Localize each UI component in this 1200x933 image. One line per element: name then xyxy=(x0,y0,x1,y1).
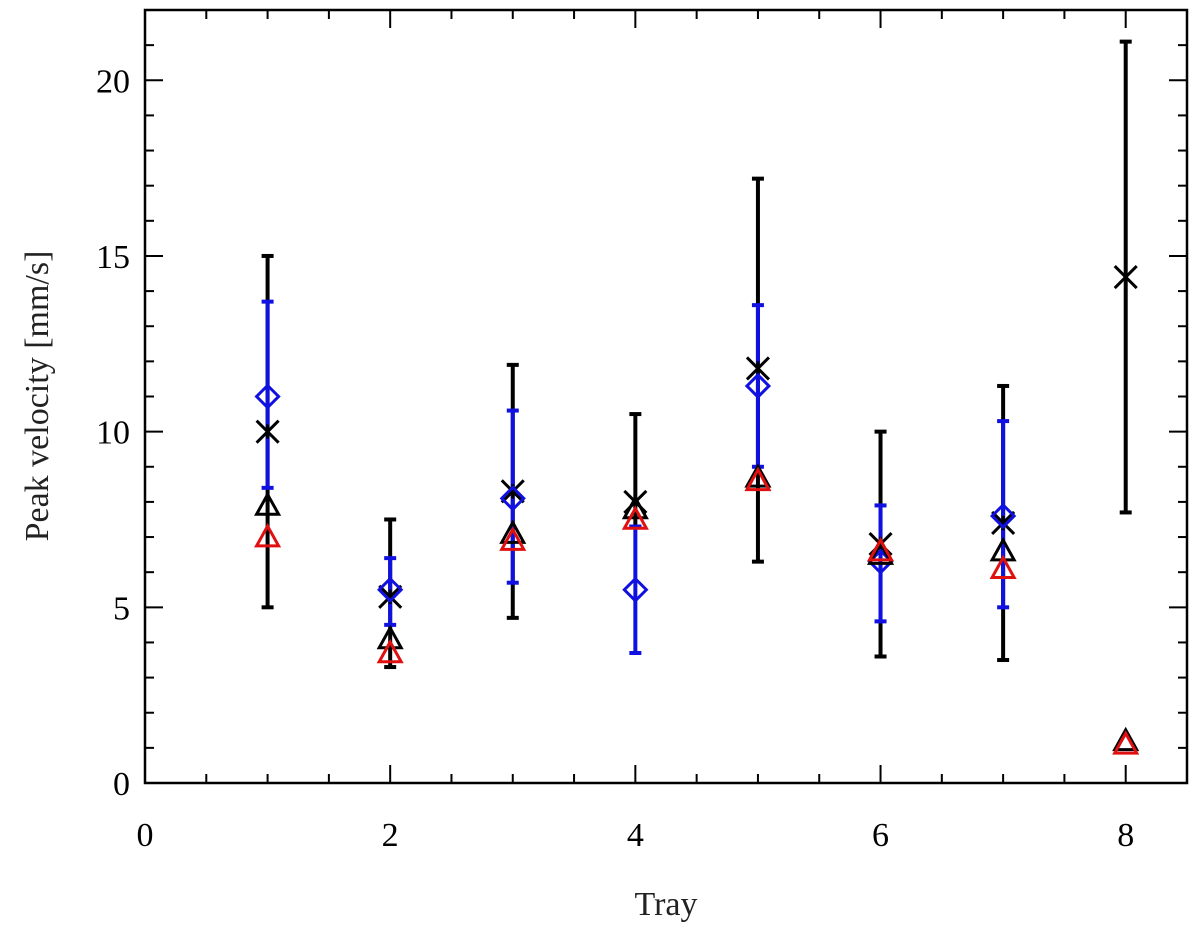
x-tick-label: 8 xyxy=(1117,817,1134,854)
diamond-marker xyxy=(499,485,526,512)
axis-ticks xyxy=(144,9,1188,784)
x-tick-label: 6 xyxy=(872,817,889,854)
x-tick-label: 0 xyxy=(137,817,154,854)
asterisk-marker xyxy=(255,419,280,444)
triangle-marker xyxy=(744,463,772,488)
y-axis-label: Peak velocity [mm/s] xyxy=(19,251,56,542)
triangle-marker xyxy=(499,519,527,544)
triangle-marker xyxy=(254,522,282,548)
y-tick-label: 15 xyxy=(96,239,130,276)
triangle-marker xyxy=(1112,730,1140,755)
triangle-marker xyxy=(621,494,649,520)
triangle-marker xyxy=(621,505,649,530)
diamond-marker xyxy=(622,576,649,603)
x-tick-label: 2 xyxy=(382,817,399,854)
tick-labels: 0 2 4 6 8 0 5 10 15 20 xyxy=(96,63,1134,854)
diamond-marker xyxy=(989,502,1017,530)
triangle-marker xyxy=(499,526,527,551)
diamond-marker xyxy=(744,372,772,400)
x-tick-label: 4 xyxy=(627,817,644,854)
plot-frame xyxy=(143,8,1189,785)
diamond-marker xyxy=(377,576,404,603)
y-tick-label: 5 xyxy=(113,590,130,627)
asterisk-marker xyxy=(1113,264,1138,290)
triangle-marker xyxy=(376,638,404,664)
triangle-marker xyxy=(254,491,282,516)
triangle-marker xyxy=(376,624,404,650)
triangle-marker xyxy=(744,466,772,492)
error-bars xyxy=(261,39,1132,670)
triangle-marker xyxy=(866,540,895,565)
x-axis-label: Tray xyxy=(635,886,698,923)
y-tick-label: 0 xyxy=(113,766,130,803)
data-markers xyxy=(254,264,1140,755)
triangle-marker xyxy=(1112,726,1140,752)
y-tick-label: 10 xyxy=(96,415,130,452)
diamond-marker xyxy=(254,383,281,410)
triangle-marker xyxy=(989,554,1017,579)
y-tick-label: 20 xyxy=(96,63,130,100)
triangle-marker xyxy=(866,537,895,562)
